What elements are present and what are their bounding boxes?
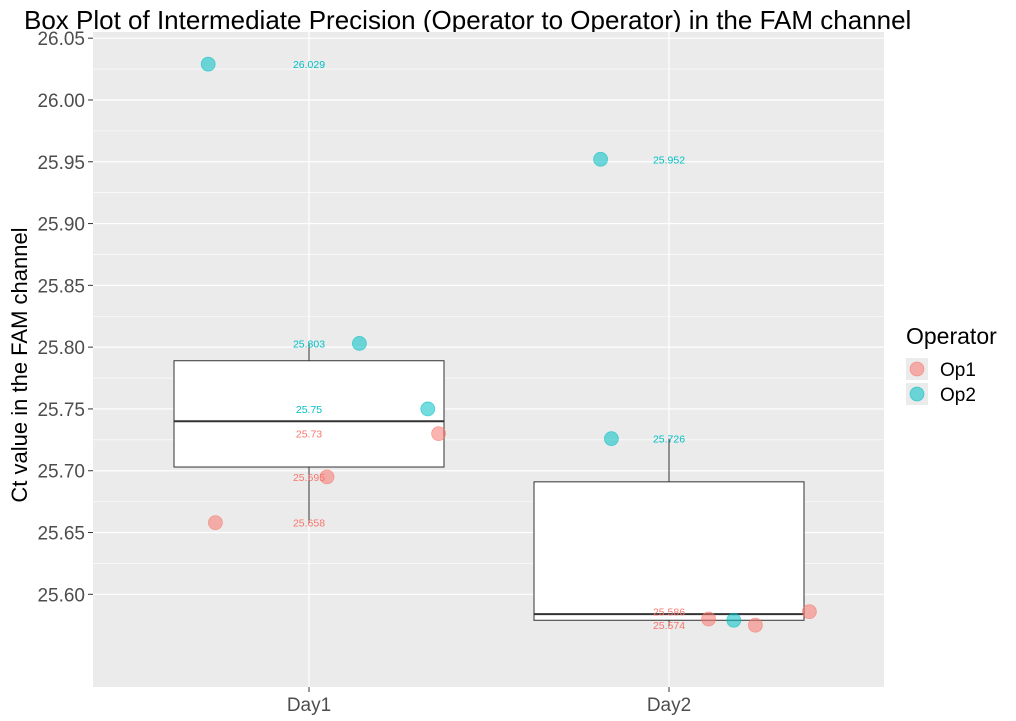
box-day2 <box>533 438 805 627</box>
data-label-op2: 25.803 <box>293 338 325 350</box>
legend-entry-op2: Op2 <box>906 383 976 406</box>
y-tick-label: 25.80 <box>37 338 85 359</box>
data-point-op2 <box>420 401 436 417</box>
data-label-op1: 25.658 <box>293 518 325 530</box>
y-tick-label: 26.00 <box>37 91 85 112</box>
data-point-op1 <box>701 611 716 627</box>
legend-entry-op1: Op1 <box>906 358 976 381</box>
data-label-op2: 25.952 <box>653 154 685 166</box>
legend-key <box>909 386 925 402</box>
y-tick-label: 25.60 <box>37 585 85 606</box>
boxes <box>173 343 805 627</box>
y-tick-label: 25.65 <box>37 524 85 545</box>
data-label-op2: 26.029 <box>293 59 325 71</box>
legend-title: Operator <box>906 323 997 349</box>
data-point-op2 <box>726 612 742 628</box>
data-points <box>200 56 817 633</box>
box-body <box>533 481 805 621</box>
data-point-op1 <box>431 426 447 442</box>
x-tick-label: Day1 <box>287 695 331 716</box>
axes: 25.60 25.65 25.70 25.75 25.80 25.85 25.90 25.95… <box>37 29 691 716</box>
data-point-op2 <box>604 431 619 446</box>
y-tick-label: 26.05 <box>37 29 85 50</box>
y-tick-label: 25.70 <box>37 462 85 483</box>
data-point-op1 <box>748 617 763 633</box>
data-point-op2 <box>593 151 608 167</box>
chart-title: Box Plot of Intermediate Precision (Oper… <box>24 5 911 35</box>
box-body <box>173 360 445 468</box>
legend-label: Op2 <box>940 385 976 406</box>
data-label-op1: 25.586 <box>653 607 685 619</box>
data-point-op1 <box>319 469 335 485</box>
data-point-op2 <box>351 336 367 351</box>
data-label-op2: 25.726 <box>653 434 685 446</box>
y-tick-label: 25.85 <box>37 276 85 297</box>
data-point-op1 <box>207 515 223 531</box>
legend-key <box>909 361 925 377</box>
legend-label: Op1 <box>940 360 976 381</box>
data-label-op1: 25.574 <box>653 620 685 632</box>
data-point-op1 <box>802 604 817 620</box>
data-label-op2: 25.75 <box>296 404 322 416</box>
y-tick-label: 25.95 <box>37 153 85 174</box>
data-label-op1: 25.695 <box>293 472 325 484</box>
y-tick-label: 25.90 <box>37 215 85 236</box>
data-point-op2 <box>200 56 216 72</box>
box-day1 <box>173 343 445 523</box>
data-label-op1: 25.73 <box>296 429 322 441</box>
legend: Operator Op1 Op2 <box>906 323 997 406</box>
y-axis-title: Ct value in the FAM channel <box>7 227 32 502</box>
y-tick-label: 25.75 <box>37 400 85 421</box>
x-tick-label: Day2 <box>647 695 691 716</box>
